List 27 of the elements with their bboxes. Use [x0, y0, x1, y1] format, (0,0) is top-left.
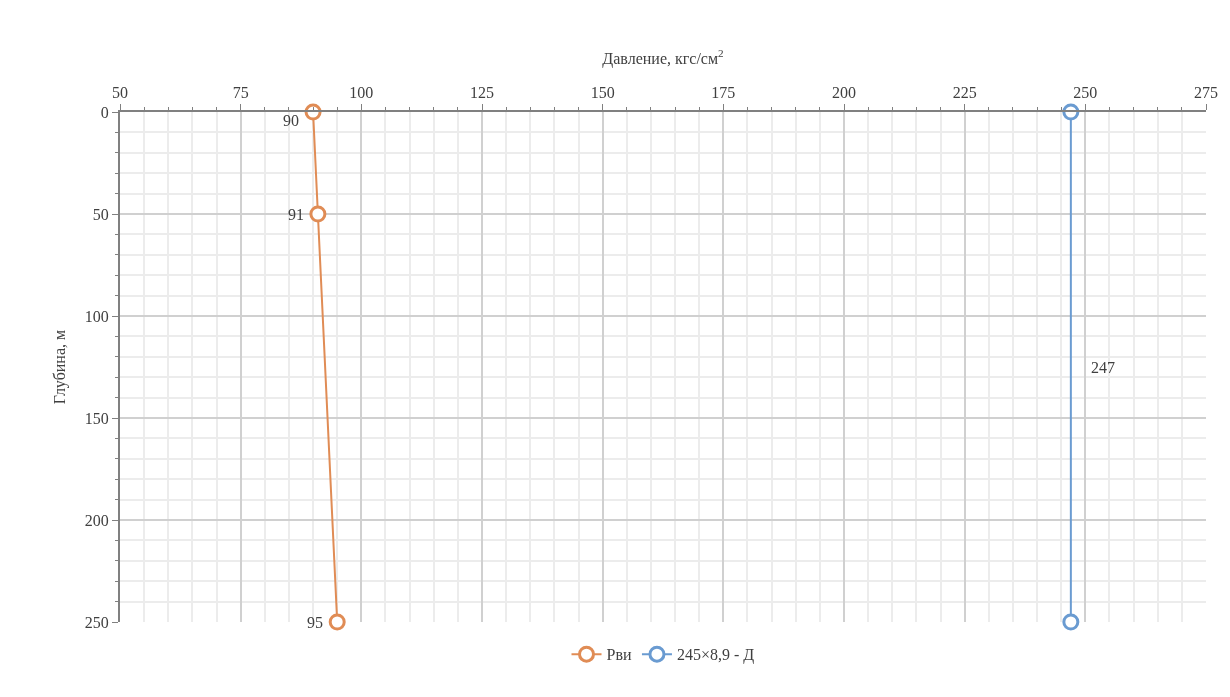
x-tick-label: 100	[349, 83, 374, 101]
x-tick-label: 125	[470, 83, 494, 101]
x-tick-label: 50	[112, 83, 128, 101]
y-tick-label: 50	[92, 205, 109, 223]
x-tick-label: 275	[1194, 83, 1218, 101]
y-tick-label: 250	[84, 613, 109, 631]
point	[1062, 613, 1080, 631]
point	[328, 613, 346, 631]
y-tick-label: 0	[100, 103, 109, 121]
x-tick-label: 225	[952, 83, 977, 101]
annotation: 247	[1091, 359, 1115, 376]
legend-label: Рви	[606, 646, 632, 664]
point	[309, 205, 327, 223]
x-tick-label: 250	[1073, 83, 1098, 101]
annotation: 95	[307, 614, 323, 631]
annotation: 91	[288, 206, 304, 223]
y-tick-label: 100	[84, 307, 109, 325]
legend-label: 245×8,9 - Д	[676, 646, 755, 665]
x-tick-label: 75	[232, 83, 249, 101]
y-axis-title: Глубина, м	[51, 329, 70, 405]
x-axis-title: Давление, кгс/см$^{2}$	[602, 47, 724, 68]
y-tick-label: 150	[84, 409, 109, 427]
x-tick-label: 150	[590, 83, 615, 101]
x-tick-label: 175	[711, 83, 736, 101]
annotation: 90	[283, 112, 299, 129]
y-tick-label: 200	[84, 511, 109, 529]
x-tick-label: 200	[832, 83, 856, 101]
